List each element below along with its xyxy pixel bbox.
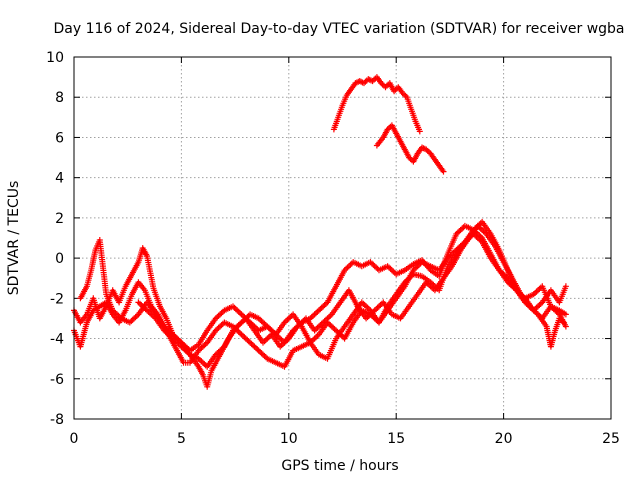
data-point — [530, 291, 537, 298]
data-point — [560, 319, 567, 326]
y-tick-label: 8 — [55, 90, 64, 106]
data-point — [416, 128, 423, 135]
y-tick-label: -8 — [50, 412, 64, 428]
y-tick-label: -6 — [50, 372, 64, 388]
data-series — [71, 74, 569, 390]
data-point — [530, 307, 537, 314]
y-tick-label: -4 — [50, 332, 64, 348]
y-tick-label: 0 — [55, 251, 64, 267]
y-tick-label: 4 — [55, 171, 64, 187]
data-point — [562, 283, 569, 290]
x-tick-label: 20 — [495, 431, 513, 447]
x-tick-label: 25 — [602, 431, 620, 447]
x-tick-label: 10 — [280, 431, 298, 447]
chart-title: Day 116 of 2024, Sidereal Day-to-day VTE… — [53, 21, 624, 37]
series-track-f — [373, 122, 447, 175]
x-tick-label: 15 — [387, 431, 405, 447]
data-point — [526, 303, 533, 310]
series-track-e — [330, 74, 423, 135]
data-point — [562, 323, 569, 330]
plot-frame — [73, 56, 612, 420]
x-tick-label: 0 — [70, 431, 79, 447]
y-tick-label: 6 — [55, 130, 64, 146]
data-point — [557, 316, 564, 323]
axis-ticks: 0 5 10 15 20 25 -8 -6 -4 -2 0 2 4 6 8 10 — [46, 50, 620, 447]
y-tick-label: 2 — [55, 211, 64, 227]
data-point — [440, 168, 447, 175]
y-tick-label: 10 — [46, 50, 64, 66]
x-axis-label: GPS time / hours — [281, 458, 398, 474]
x-tick-label: 5 — [177, 431, 186, 447]
series-track-d — [135, 222, 567, 390]
y-axis-label: SDTVAR / TECUs — [6, 181, 22, 296]
data-point — [562, 311, 569, 318]
y-tick-label: -2 — [50, 291, 64, 307]
